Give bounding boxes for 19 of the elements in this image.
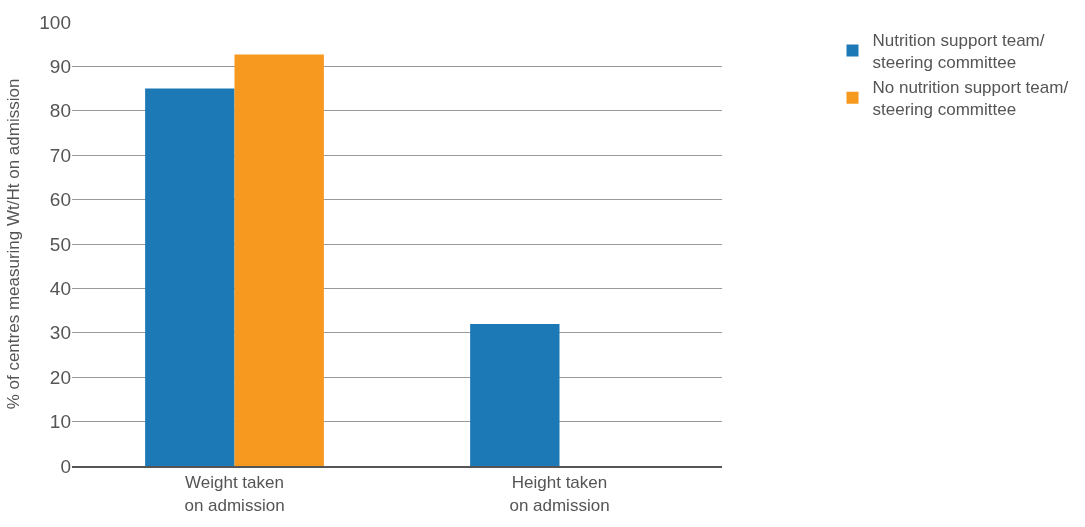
y-tick-label: 100	[39, 11, 71, 33]
legend-label: No nutrition support team/ steering committee	[872, 78, 1069, 120]
y-tick-label: 30	[49, 322, 71, 344]
y-tick-label: 70	[49, 144, 71, 166]
y-tick-label: 80	[49, 100, 71, 122]
y-tick-label: 0	[60, 455, 71, 477]
y-tick-label: 40	[49, 278, 71, 300]
y-axis-title: % of centres measuring Wt/Ht on admission	[3, 78, 23, 410]
bar	[234, 54, 324, 466]
y-tick-label: 90	[49, 56, 71, 78]
x-tick-label: Weight taken on admission	[184, 473, 285, 515]
bar	[470, 323, 560, 466]
y-tick-label: 60	[49, 189, 71, 211]
legend-label: Nutrition support team/ steering committee	[872, 31, 1045, 73]
x-tick-label: Height taken on admission	[509, 473, 610, 515]
y-tick-label: 10	[49, 411, 71, 433]
bar	[145, 88, 235, 466]
y-tick-label: 50	[49, 233, 71, 255]
y-tick-label: 20	[49, 366, 71, 388]
